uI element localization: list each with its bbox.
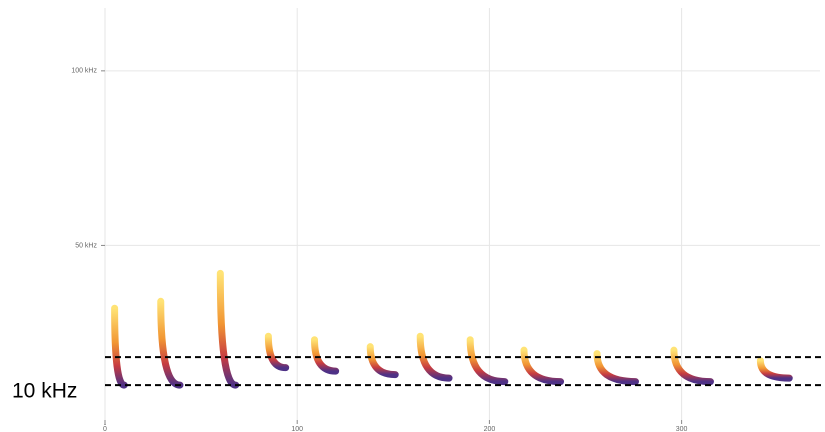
call — [216, 269, 240, 389]
x-tick-label: 0 — [103, 426, 107, 432]
annotation: 10 kHz — [12, 380, 77, 403]
call — [756, 357, 793, 382]
call — [264, 332, 290, 372]
call — [466, 336, 509, 386]
call — [366, 343, 399, 379]
x-tick-label: 300 — [676, 426, 688, 432]
call — [670, 346, 714, 386]
y-tick-label: 50 kHz — [75, 242, 97, 249]
call — [111, 304, 128, 389]
call — [520, 346, 565, 386]
y-tick-label: 100 kHz — [71, 68, 97, 75]
x-tick-label: 200 — [484, 426, 496, 432]
x-tick-label: 100 — [291, 426, 303, 432]
call — [311, 336, 340, 375]
call — [416, 332, 453, 382]
